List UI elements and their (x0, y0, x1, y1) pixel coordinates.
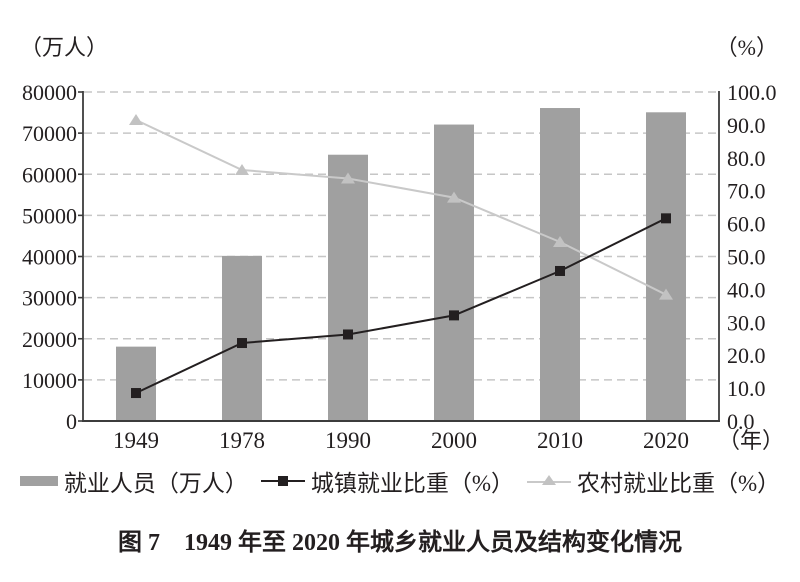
figure-caption: 图 7 1949 年至 2020 年城乡就业人员及结构变化情况 (118, 530, 682, 556)
bar-swatch (19, 476, 58, 486)
urban-share-line (135, 217, 667, 394)
urban-swatch-marker (277, 476, 288, 486)
right-tick-label: 0.0 (727, 409, 755, 434)
legend-label-urban: 城镇就业比重（%） (310, 471, 514, 496)
chart-legend: 就业人员（万人） 城镇就业比重（%） 农村就业比重（%） (0, 464, 800, 498)
rural-marker-1978 (235, 163, 249, 175)
bar-1949 (116, 346, 156, 421)
right-tick-label: 20.0 (727, 343, 766, 368)
x-tick-label: 2000 (431, 428, 477, 453)
x-tick-label: 1990 (325, 428, 371, 453)
legend-item-employed: 就业人员（万人） (19, 464, 248, 498)
x-tick-label: 1949 (113, 428, 159, 453)
bar-2020 (646, 112, 686, 421)
left-tick-label: 60000 (22, 162, 77, 187)
legend-item-urban: 城镇就业比重（%） (260, 464, 514, 498)
rural-marker-2000 (447, 191, 461, 203)
rural-swatch-marker (542, 475, 556, 485)
right-tick-label: 10.0 (727, 376, 766, 401)
rural-marker-1949 (129, 113, 143, 125)
legend-label-rural: 农村就业比重（%） (577, 471, 781, 496)
urban-marker-1949 (131, 388, 141, 399)
x-tick-label: 2020 (643, 428, 689, 453)
line-square-swatch-icon (260, 476, 305, 486)
bar-1990 (328, 154, 368, 422)
left-tick-label: 0 (66, 409, 77, 434)
right-axis-unit-label: （%） (715, 35, 778, 60)
left-axis-unit-label: （万人） (20, 35, 109, 60)
legend-item-rural: 农村就业比重（%） (527, 464, 780, 498)
urban-marker-1990 (343, 329, 353, 340)
right-tick-label: 100.0 (727, 80, 777, 105)
rural-marker-2010 (553, 236, 567, 248)
x-tick-label: 2010 (537, 428, 583, 453)
right-tick-label: 80.0 (727, 146, 766, 171)
right-tick-label: 40.0 (727, 277, 766, 302)
urban-marker-2020 (661, 213, 671, 224)
line-triangle-swatch-icon (527, 475, 571, 485)
bar-2000 (434, 124, 474, 421)
bar-swatch-icon (19, 476, 58, 486)
rural-share-line (135, 119, 667, 296)
rural-marker-1990 (341, 172, 355, 184)
right-tick-label: 60.0 (727, 212, 766, 237)
left-tick-label: 70000 (22, 121, 77, 146)
left-tick-label: 20000 (22, 327, 77, 352)
right-tick-label: 30.0 (727, 310, 766, 335)
x-tick-label: 1978 (219, 428, 265, 453)
urban-marker-2010 (555, 265, 565, 276)
right-tick-label: 50.0 (727, 245, 766, 270)
rural-marker-2020 (659, 288, 673, 300)
left-tick-label: 10000 (22, 368, 77, 393)
urban-marker-2000 (449, 310, 459, 321)
legend-label-employed: 就业人员（万人） (63, 471, 248, 496)
left-tick-label: 80000 (22, 80, 77, 105)
left-tick-label: 40000 (22, 245, 77, 270)
left-tick-label: 50000 (22, 203, 77, 228)
left-tick-label: 30000 (22, 286, 77, 311)
urban-marker-1978 (237, 338, 247, 349)
x-axis-unit-label: （年） (718, 428, 784, 453)
right-tick-label: 90.0 (727, 113, 766, 138)
right-tick-label: 70.0 (727, 179, 766, 204)
